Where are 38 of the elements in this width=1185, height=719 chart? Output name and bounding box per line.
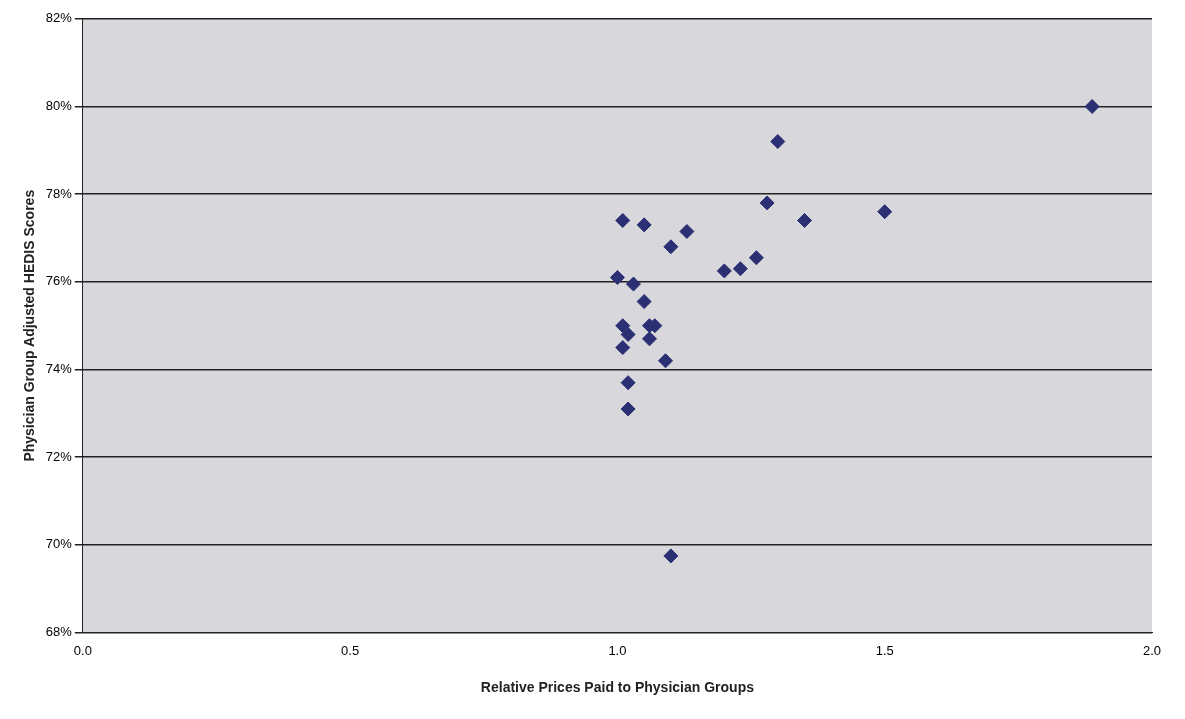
- point: [663, 239, 679, 255]
- y-tick-label: 74%: [45, 361, 73, 377]
- x-tick-label: 2.0: [1142, 642, 1162, 658]
- x-tick-label: 1.0: [608, 642, 627, 658]
- x-tick-label: 0.0: [73, 642, 92, 658]
- y-tick-label: 76%: [45, 273, 73, 289]
- point: [1084, 98, 1100, 114]
- point: [663, 548, 679, 564]
- point: [732, 261, 748, 277]
- point: [620, 326, 636, 342]
- point: [748, 250, 764, 266]
- point: [658, 353, 674, 369]
- point: [679, 223, 695, 239]
- point: [770, 134, 786, 150]
- point: [615, 340, 631, 356]
- point: [641, 331, 657, 347]
- x-tick-label: 0.5: [341, 642, 360, 658]
- y-tick-label: 72%: [45, 448, 73, 464]
- point: [797, 212, 813, 228]
- point: [716, 263, 732, 279]
- point: [636, 294, 652, 310]
- y-tick-label: 80%: [45, 98, 73, 114]
- point: [759, 195, 775, 211]
- point: [609, 269, 625, 285]
- y-tick-label: 70%: [45, 536, 73, 552]
- y-tick-label: 78%: [45, 185, 73, 201]
- point: [615, 212, 631, 228]
- y-tick-label: 82%: [45, 10, 73, 26]
- point: [625, 276, 641, 292]
- x-axis-title: Relative Prices Paid to Physician Groups: [480, 679, 755, 696]
- point: [877, 204, 893, 220]
- point: [615, 318, 631, 334]
- point: [636, 217, 652, 233]
- y-tick-label: 68%: [45, 624, 73, 640]
- y-axis-title: Physician Group Adjusted HEDIS Scores: [21, 189, 38, 462]
- point: [620, 401, 636, 417]
- x-tick-label: 1.5: [875, 642, 894, 658]
- point: [620, 375, 636, 391]
